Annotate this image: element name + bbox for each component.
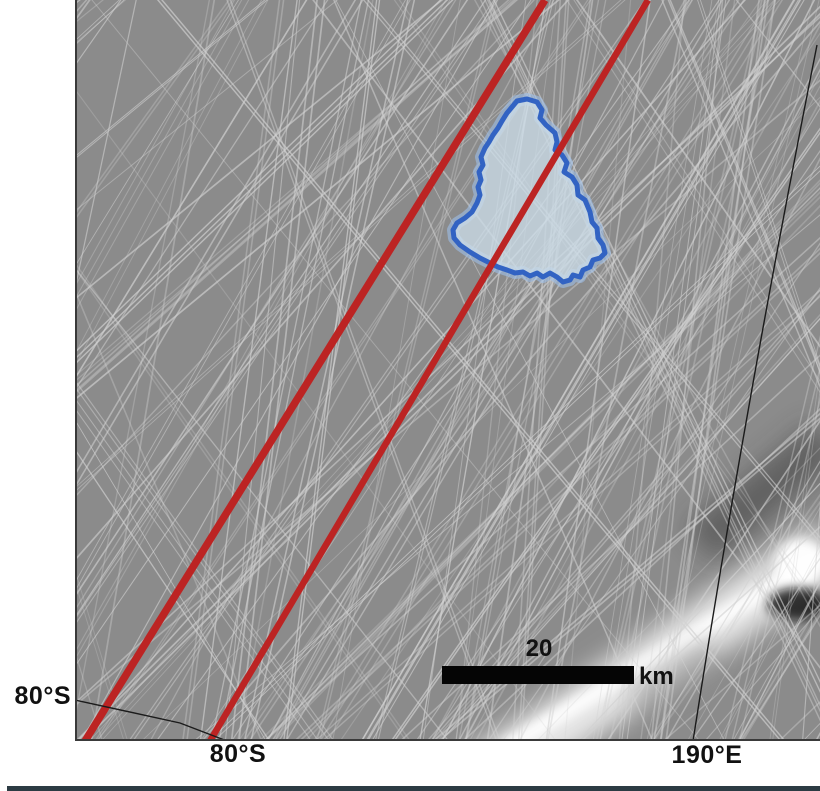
scale-bar: 20 km [442, 635, 674, 690]
map-border [75, 0, 820, 741]
lake-outline [447, 93, 611, 288]
footer-divider-bar [7, 786, 820, 791]
flight-line-right [207, 0, 651, 741]
lake-polygon [450, 96, 608, 285]
radar-map: 20 km [75, 0, 820, 741]
lon-label-bottom: 190°E [671, 741, 743, 769]
lat-label-left: 80°S [14, 682, 71, 710]
graticule-lon-line [692, 44, 818, 741]
flight-line-left [81, 0, 549, 741]
lat-label-bottom: 80°S [209, 740, 267, 768]
graticule-lat-line [75, 699, 228, 741]
scale-bar-rect [442, 666, 634, 684]
scale-bar-unit: km [639, 663, 674, 690]
scale-bar-distance: 20 [526, 635, 553, 662]
